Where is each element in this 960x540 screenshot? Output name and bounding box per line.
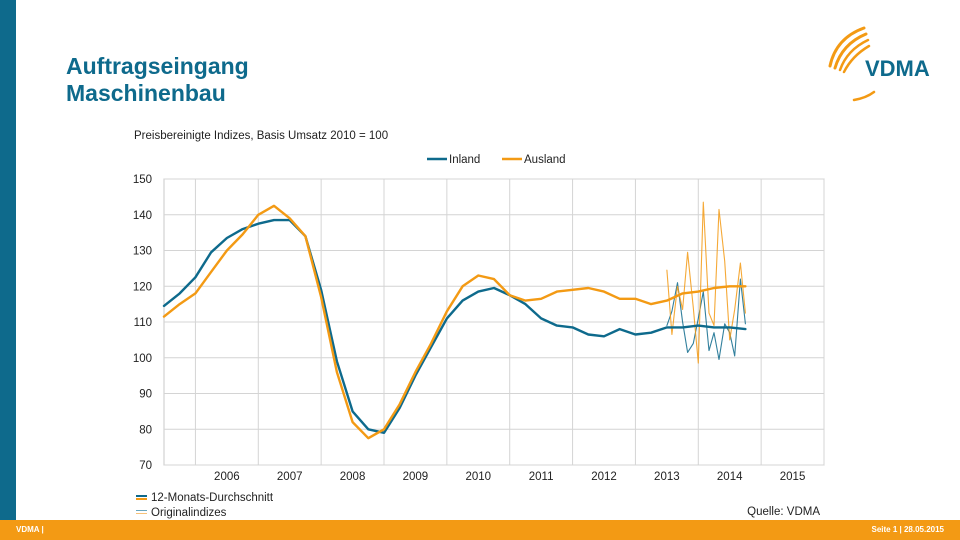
- series-line-inland-original: [666, 278, 746, 361]
- legend-label: Ausland: [524, 154, 566, 166]
- y-tick-label: 120: [133, 281, 152, 293]
- title-line-2: Maschinenbau: [66, 80, 226, 106]
- title-line-1: Auftragseingang: [66, 53, 249, 79]
- logo-text: VDMA: [865, 56, 930, 81]
- x-tick-label: 2014: [717, 471, 743, 483]
- legend-original: Originalindizes: [136, 505, 273, 520]
- y-tick-label: 70: [139, 460, 152, 472]
- footer-bar: VDMA | Seite 1 | 28.05.2015: [0, 520, 960, 540]
- series-lines: [162, 201, 747, 440]
- y-axis: 70 80 90 100 110 120 130 140 150: [133, 174, 152, 472]
- legend-smoothed-label: 12-Monats-Durchschnitt: [151, 491, 274, 504]
- x-tick-label: 2010: [465, 471, 491, 483]
- series-line-ausland-smoothed: [162, 204, 747, 440]
- x-tick-label: 2015: [780, 471, 806, 483]
- legend-smoothed: 12-Monats-Durchschnitt: [136, 490, 273, 505]
- x-tick-label: 2013: [654, 471, 680, 483]
- x-axis: 2006 2007 2008 2009 2010 2011 2012 2013 2014 2015: [214, 471, 805, 483]
- footer-left-text: VDMA |: [16, 525, 44, 534]
- series-line-ausland-original: [666, 201, 746, 364]
- chart-legend: Inland Ausland: [427, 154, 566, 166]
- legend-label: Inland: [449, 154, 480, 166]
- page-title: Auftragseingang Maschinenbau: [66, 53, 249, 107]
- y-tick-label: 110: [134, 317, 152, 329]
- y-tick-label: 80: [139, 424, 152, 436]
- series-line-inland-smoothed: [162, 218, 747, 434]
- swatch-original: [136, 509, 147, 516]
- x-tick-label: 2009: [403, 471, 429, 483]
- vdma-logo: VDMA: [828, 26, 930, 102]
- source-note: Quelle: VDMA: [747, 506, 820, 518]
- x-tick-label: 2006: [214, 471, 240, 483]
- x-tick-label: 2012: [591, 471, 617, 483]
- footer-right-text: Seite 1 | 28.05.2015: [871, 525, 944, 534]
- chart-grid: [163, 178, 825, 466]
- y-tick-label: 150: [133, 174, 152, 186]
- y-tick-label: 140: [133, 210, 152, 222]
- x-tick-label: 2008: [340, 471, 366, 483]
- y-tick-label: 100: [133, 353, 152, 365]
- x-tick-label: 2011: [529, 471, 554, 483]
- y-tick-label: 130: [133, 246, 152, 258]
- swatch-smoothed: [136, 494, 147, 501]
- chart-subtitle: Preisbereinigte Indizes, Basis Umsatz 20…: [134, 130, 389, 142]
- line-type-legend: 12-Monats-Durchschnitt Originalindizes: [136, 490, 273, 520]
- legend-original-label: Originalindizes: [151, 506, 227, 519]
- side-accent-bar: [0, 0, 16, 520]
- y-tick-label: 90: [139, 389, 152, 401]
- x-tick-label: 2007: [277, 471, 303, 483]
